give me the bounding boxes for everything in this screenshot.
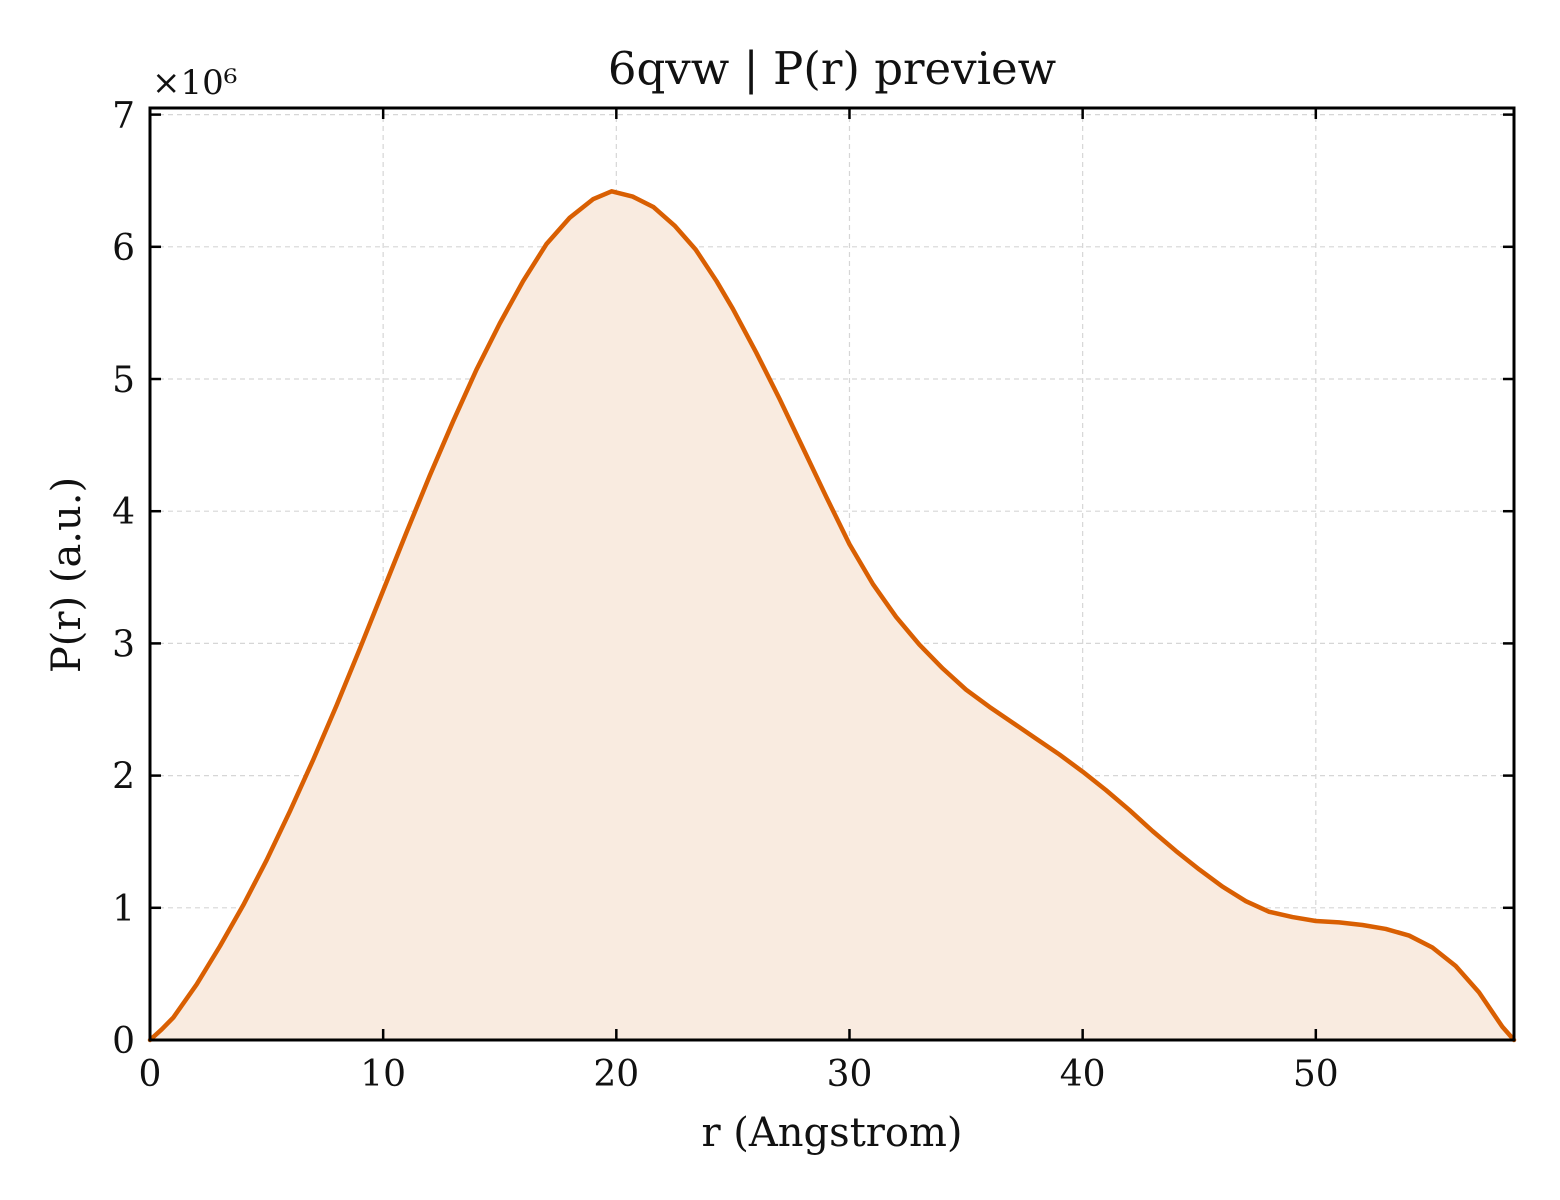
y-tick-label-0: 0: [112, 1021, 135, 1062]
y-offset-label: ×10⁶: [152, 63, 237, 103]
x-tick-label-0: 0: [139, 1054, 162, 1095]
axis-ticks: 0 10 20 30 40 50 0 1 2 3 4 5 6 7: [112, 96, 1514, 1095]
y-tick-label-1: 1: [112, 889, 135, 930]
x-tick-label-2: 20: [593, 1054, 639, 1095]
chart-title: 6qvw | P(r) preview: [608, 42, 1056, 95]
x-tick-label-3: 30: [827, 1054, 873, 1095]
x-tick-label-1: 10: [360, 1054, 406, 1095]
y-tick-label-2: 2: [112, 757, 135, 798]
x-tick-label-4: 40: [1060, 1054, 1106, 1095]
y-tick-label-3: 3: [112, 624, 135, 665]
y-tick-label-5: 5: [112, 360, 135, 401]
y-tick-label-6: 6: [112, 228, 135, 269]
area-fill: [150, 191, 1514, 1041]
x-tick-label-5: 50: [1293, 1054, 1339, 1095]
y-tick-label-7: 7: [112, 96, 135, 137]
x-axis-label: r (Angstrom): [701, 1110, 962, 1156]
pr-line: [147, 189, 1517, 1043]
plot-area: [147, 189, 1517, 1043]
y-tick-label-4: 4: [112, 492, 135, 533]
plot-frame: [148, 106, 1516, 1042]
y-axis-label: P(r) (a.u.): [44, 477, 90, 673]
